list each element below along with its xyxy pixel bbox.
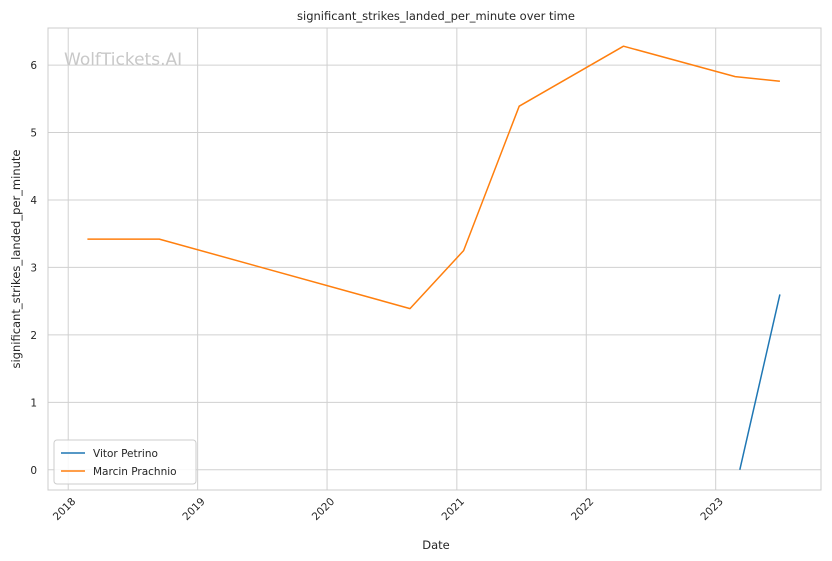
watermark-text: WolfTickets.AI xyxy=(64,50,182,70)
chart-title: significant_strikes_landed_per_minute ov… xyxy=(297,9,575,23)
x-tick-label: 2018 xyxy=(51,496,78,523)
x-tick-label: 2023 xyxy=(698,496,725,523)
legend-label-marcin-prachnio: Marcin Prachnio xyxy=(93,466,177,478)
x-tick-label: 2019 xyxy=(180,496,207,523)
series-line-vitor-petrino xyxy=(739,294,781,470)
y-tick-label: 2 xyxy=(30,330,37,342)
series-lines xyxy=(87,45,781,470)
legend-box xyxy=(53,439,197,485)
plot-frame xyxy=(47,27,822,491)
series-line-marcin-prachnio xyxy=(87,45,780,310)
y-tick-label: 6 xyxy=(30,60,37,72)
y-tick-label: 4 xyxy=(30,195,37,207)
y-tick-label: 0 xyxy=(30,465,37,477)
y-tick-label: 1 xyxy=(30,397,37,409)
y-axis-label: significant_strikes_landed_per_minute xyxy=(9,150,23,369)
x-tick-label: 2020 xyxy=(310,496,337,523)
y-tick-label: 5 xyxy=(30,128,37,140)
gridlines xyxy=(48,28,821,490)
legend-label-vitor-petrino: Vitor Petrino xyxy=(93,448,158,460)
y-tick-label: 3 xyxy=(30,262,37,274)
x-axis-label: Date xyxy=(422,538,450,552)
legend: Vitor Petrino Marcin Prachnio xyxy=(53,439,197,485)
x-tick-label: 2022 xyxy=(569,496,596,523)
x-tick-label: 2021 xyxy=(440,496,467,523)
